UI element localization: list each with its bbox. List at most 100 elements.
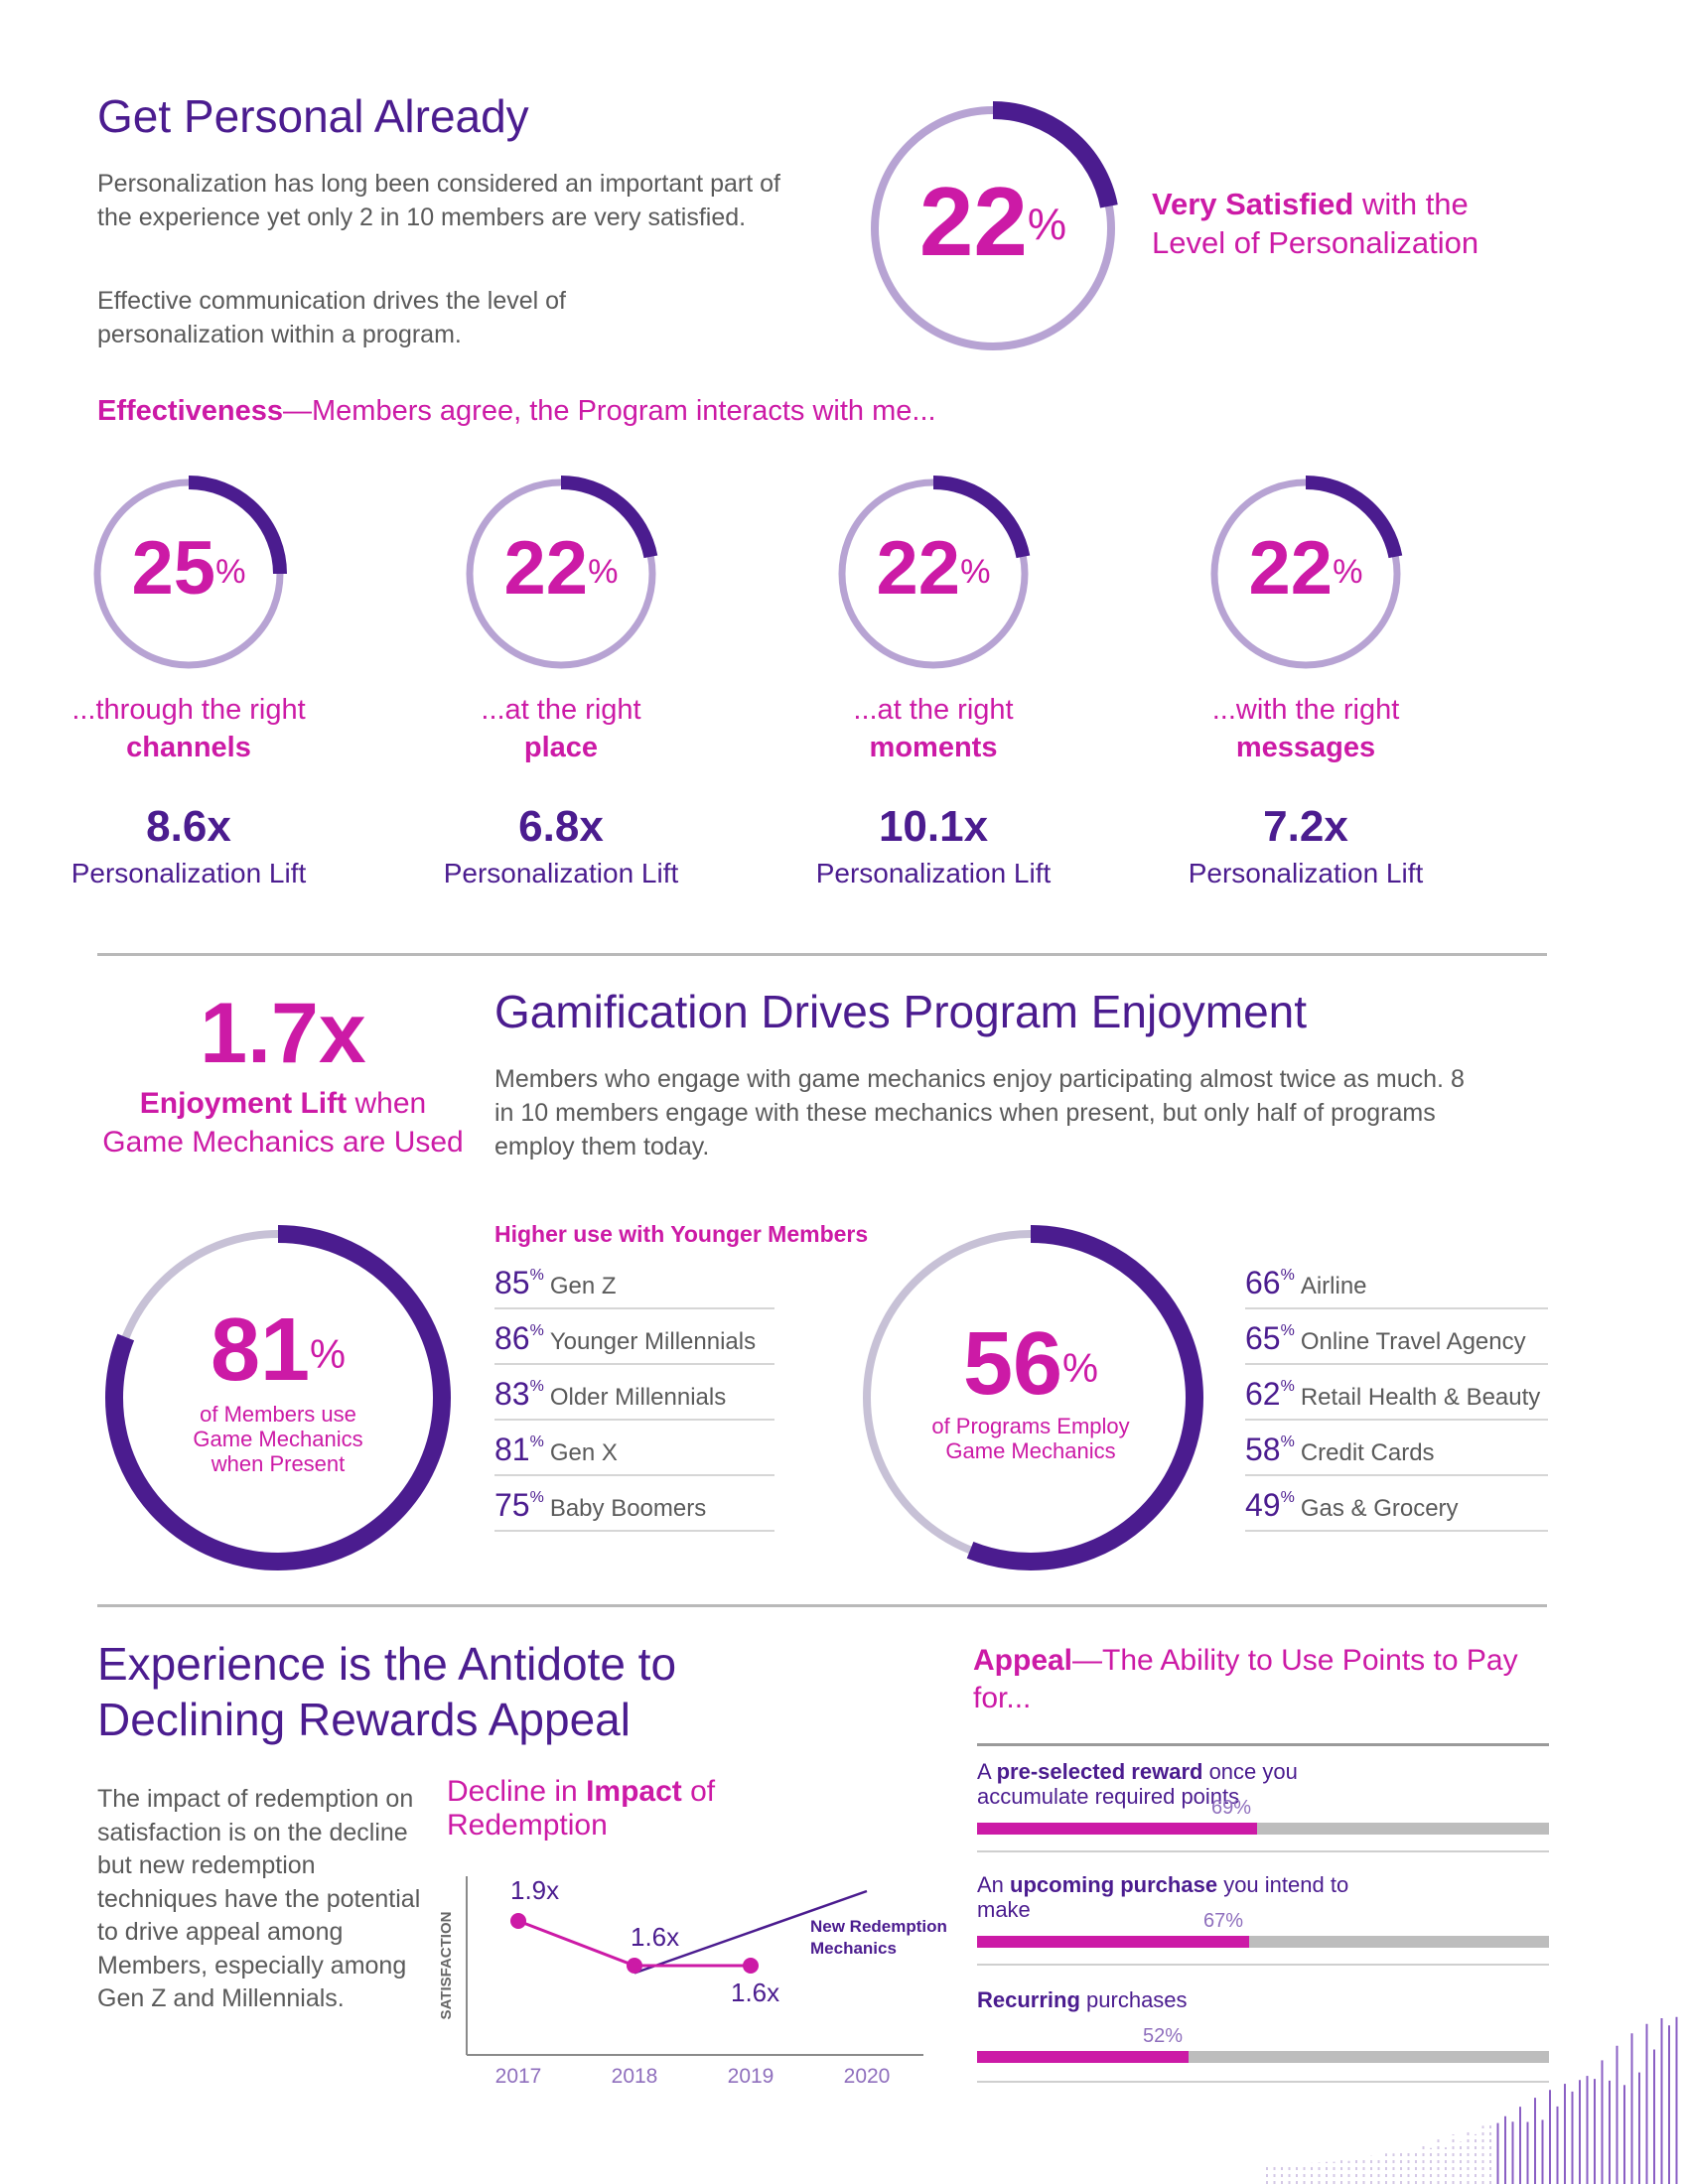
ring-progress-arc xyxy=(835,476,1032,672)
bar-divider xyxy=(977,1850,1549,1852)
stat-percent: 58 xyxy=(1245,1432,1281,1467)
experience-title-line1: Experience is the Antidote to xyxy=(97,1638,677,1690)
stat-percent: 65 xyxy=(1245,1320,1281,1356)
percent-number: 25 xyxy=(131,526,216,611)
impact-point xyxy=(743,1958,759,1974)
stat-percent: 83 xyxy=(494,1376,530,1412)
label-pre: An xyxy=(977,1872,1011,1897)
stat-percent: 66 xyxy=(1245,1265,1281,1300)
appeal-title: Appeal—The Ability to Use Points to Pay … xyxy=(973,1642,1549,1717)
effectiveness-lead: Effectiveness—Members agree, the Program… xyxy=(97,395,936,428)
x-tick-label: 2017 xyxy=(495,2065,542,2085)
effectiveness-caption: ...with the right messages xyxy=(1127,691,1484,766)
ring-progress-arc xyxy=(866,101,1120,355)
enjoyment-lift-value: 1.7x xyxy=(200,986,366,1081)
appeal-title-bold: Appeal xyxy=(973,1644,1073,1677)
label-bold: upcoming purchase xyxy=(1010,1872,1218,1897)
enjoyment-lift-rest: when xyxy=(347,1087,427,1120)
percent-sign: % xyxy=(529,1322,544,1339)
appeal-bar-percent: 69% xyxy=(1211,1797,1252,1819)
x-tick-label: 2018 xyxy=(612,2065,658,2085)
stat-percent: 81 xyxy=(494,1432,530,1467)
stat-row: 86% Younger Millennials xyxy=(494,1320,774,1365)
members-percent: 81% xyxy=(99,1300,457,1400)
stat-row: 65% Online Travel Agency xyxy=(1245,1320,1548,1365)
appeal-bar-percent: 52% xyxy=(1143,2025,1184,2047)
impact-data-label: 1.6x xyxy=(631,1922,679,1952)
stat-row: 75% Baby Boomers xyxy=(494,1487,774,1532)
stat-label: Gen Z xyxy=(549,1273,617,1299)
experience-title-line2: Declining Rewards Appeal xyxy=(97,1694,631,1745)
stat-row: 58% Credit Cards xyxy=(1245,1432,1548,1476)
percent-number: 56 xyxy=(962,1314,1063,1414)
stat-percent: 85 xyxy=(494,1265,530,1300)
redemption-line-chart: SATISFACTION 2017 2018 2019 2020 1.9x 1.6x 1.6x xyxy=(438,1875,923,2085)
appeal-bar-track xyxy=(977,1823,1549,1835)
members-label: of Members use Game Mechanics when Prese… xyxy=(193,1402,363,1476)
ring-progress-arc xyxy=(1207,476,1404,672)
gamification-body: Members who engage with game mechanics e… xyxy=(494,1065,1465,1160)
label-post: purchases xyxy=(1079,1987,1188,2012)
bar-divider xyxy=(977,1964,1549,1966)
stat-row: 81% Gen X xyxy=(494,1432,774,1476)
divider-2 xyxy=(97,1604,1547,1607)
label-post: you intend to make xyxy=(977,1872,1349,1922)
personalization-lift-value: 8.6x xyxy=(146,802,231,851)
impact-point xyxy=(627,1958,642,1974)
effectiveness-lead-rest: —Members agree, the Program interacts wi… xyxy=(283,395,936,427)
appeal-bar-fill xyxy=(977,1936,1249,1948)
chart-title-post: of xyxy=(681,1775,716,1808)
section-title-gamification: Gamification Drives Program Enjoyment xyxy=(494,986,1308,1037)
effectiveness-percent: 22% xyxy=(1206,524,1405,614)
stat-label: Gas & Grocery xyxy=(1300,1495,1459,1522)
personalization-lift-label: Personalization Lift xyxy=(815,858,1052,888)
effectiveness-ring xyxy=(1207,476,1404,672)
stat-row: 62% Retail Health & Beauty xyxy=(1245,1376,1548,1421)
personal-paragraph-1: Personalization has long been considered… xyxy=(97,170,780,231)
percent-sign: % xyxy=(529,1378,544,1395)
appeal-bar-label: Recurring purchases xyxy=(977,1987,1354,2012)
caption-line2: moments xyxy=(869,732,998,763)
caption-line2: channels xyxy=(126,732,251,763)
impact-data-label: 1.9x xyxy=(510,1875,559,1905)
percent-sign: % xyxy=(215,553,246,592)
caption-line1: ...at the right xyxy=(481,694,641,726)
satisfaction-label-bold: Very Satisfied xyxy=(1152,187,1354,221)
stat-percent: 86 xyxy=(494,1320,530,1356)
percent-sign: % xyxy=(1280,1378,1295,1395)
appeal-bar-fill xyxy=(977,2051,1189,2063)
effectiveness-ring xyxy=(463,476,659,672)
percent-sign: % xyxy=(529,1267,544,1284)
stat-label: Older Millennials xyxy=(549,1384,727,1411)
chart-title-pre: Decline in xyxy=(447,1775,587,1808)
stat-percent: 62 xyxy=(1245,1376,1281,1412)
enjoyment-lift-bold: Enjoyment Lift xyxy=(139,1087,348,1120)
appeal-bar-label: A pre-selected reward once you accumulat… xyxy=(977,1759,1354,1809)
caption-line1: ...through the right xyxy=(71,694,306,726)
chart-title-line2: Redemption xyxy=(447,1809,608,1842)
stat-row: 83% Older Millennials xyxy=(494,1376,774,1421)
effectiveness-percent: 22% xyxy=(834,524,1033,614)
percent-sign: % xyxy=(1280,1267,1295,1284)
programs-percent: 56% xyxy=(852,1314,1209,1414)
enjoyment-lift-line2: Game Mechanics are Used xyxy=(102,1126,464,1159)
bar-divider xyxy=(977,2081,1549,2083)
personal-paragraph-2: Effective communication drives the level… xyxy=(97,287,566,348)
stat-row: 66% Airline xyxy=(1245,1265,1548,1309)
effectiveness-percent: 25% xyxy=(89,524,288,614)
satisfaction-percent: 22% xyxy=(866,167,1120,276)
caption-line1: ...with the right xyxy=(1211,694,1400,726)
satisfaction-label-rest: with the xyxy=(1353,187,1469,221)
percent-sign: % xyxy=(1333,553,1363,592)
x-tick-label: 2020 xyxy=(844,2065,891,2085)
percent-sign: % xyxy=(960,553,991,592)
programs-ring xyxy=(858,1225,1203,1570)
stat-label: Online Travel Agency xyxy=(1300,1328,1526,1355)
percent-sign: % xyxy=(1027,201,1067,250)
stat-label: Credit Cards xyxy=(1300,1439,1435,1466)
percent-sign: % xyxy=(1280,1433,1295,1450)
stat-label: Younger Millennials xyxy=(549,1328,757,1355)
stat-label: Retail Health & Beauty xyxy=(1300,1384,1541,1411)
stat-label: Baby Boomers xyxy=(549,1495,707,1522)
percent-number: 81 xyxy=(210,1300,311,1400)
